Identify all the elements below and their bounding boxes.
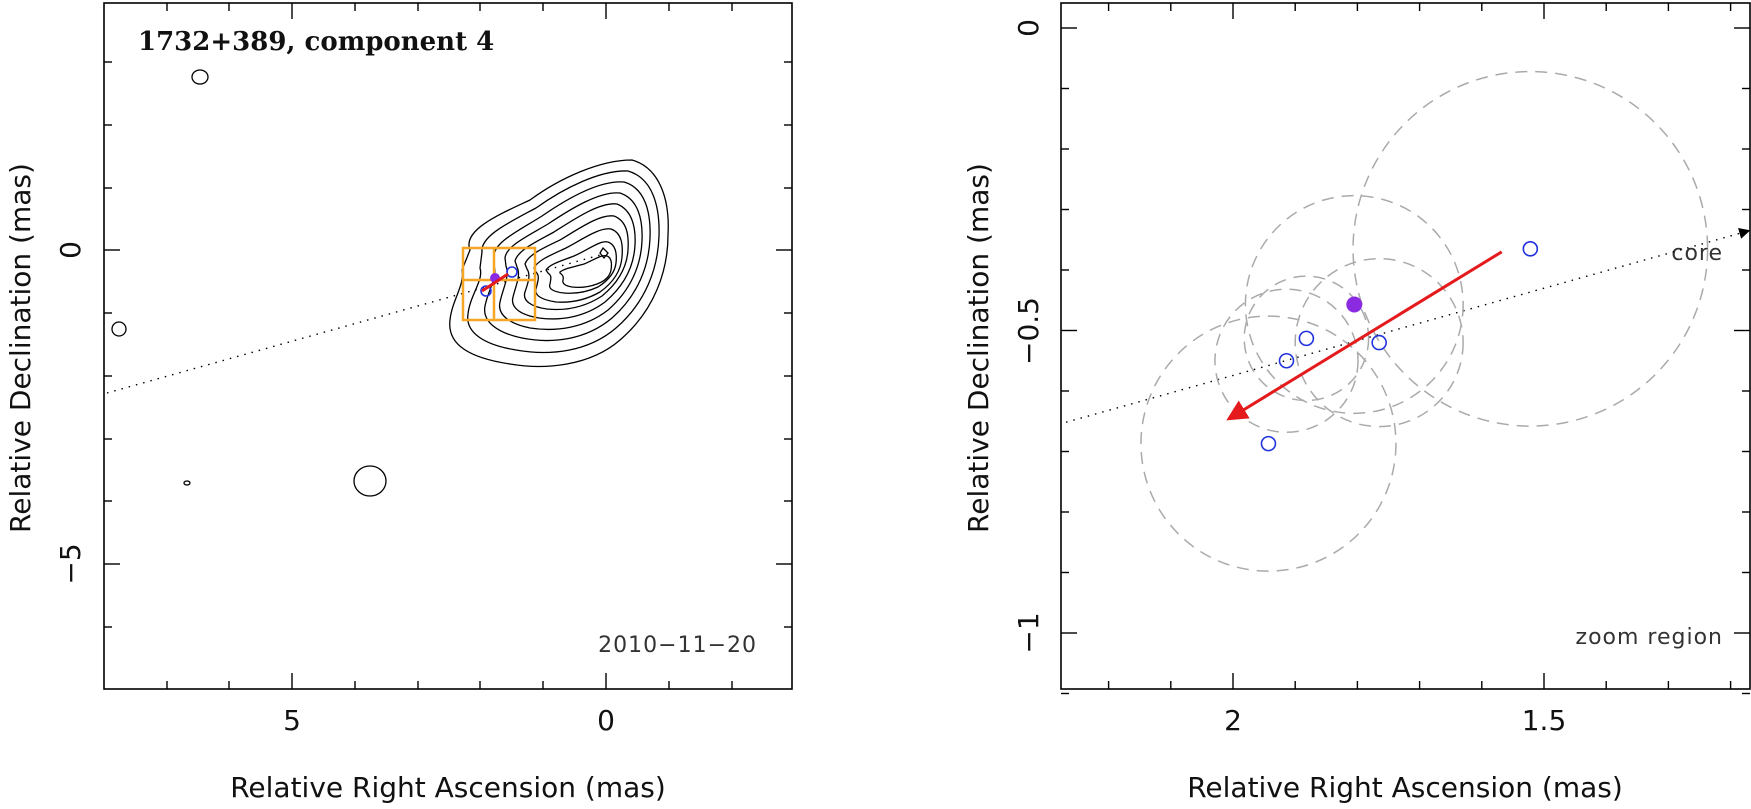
contour-2 (467, 170, 660, 354)
contour-core (599, 246, 609, 260)
right-motion-arrow (1226, 250, 1503, 421)
contour-blob-1 (191, 69, 209, 85)
contour-6 (523, 215, 629, 311)
left-plot-frame (103, 2, 793, 690)
right-panel: 2 1.5 0 −0.5 −1 Relative Right Ascension… (962, 2, 1751, 804)
component-size-circle (1140, 315, 1397, 572)
component-markers (1260, 241, 1539, 452)
left-xtick-label-5: 5 (283, 704, 301, 737)
component-size-circle (1214, 288, 1359, 434)
component-marker-filled (1346, 296, 1363, 313)
right-plot-area (1061, 70, 1750, 572)
left-ytick-label-m5: −5 (54, 543, 87, 584)
contour-3 (484, 181, 651, 342)
contour-9 (559, 254, 613, 289)
component-size-circles (1140, 70, 1709, 572)
right-ytick-label-m1: −1 (1012, 612, 1045, 653)
left-motion-arrow (481, 272, 509, 293)
component-marker-open (1278, 352, 1295, 369)
component-size-circle (1244, 194, 1464, 415)
right-ticks (1061, 3, 1750, 695)
contour-blob-2 (111, 321, 127, 337)
left-epoch-label: 2010−11−20 (598, 633, 757, 658)
left-x-axis-label: Relative Right Ascension (mas) (230, 771, 666, 804)
right-jet-axis (1061, 228, 1750, 425)
left-jet-axis (106, 254, 601, 394)
left-components (480, 266, 518, 297)
left-xtick-label-0: 0 (597, 704, 615, 737)
right-y-axis-label: Relative Declination (mas) (962, 163, 995, 533)
component-marker-open (1522, 241, 1539, 257)
component-marker-open (1260, 435, 1277, 452)
component-size-circle (1243, 275, 1370, 402)
contour-blob-4 (183, 480, 191, 486)
left-ticks (104, 3, 792, 689)
right-xtick-label-2: 2 (1224, 704, 1242, 737)
left-panel: 1732+389, component 4 2010−11−20 5 0 0 −… (4, 2, 793, 804)
contour-blob-3 (353, 465, 387, 497)
left-y-axis-label: Relative Declination (mas) (4, 163, 37, 533)
right-core-label: core (1671, 241, 1723, 266)
right-ytick-label-0: 0 (1012, 19, 1045, 37)
component-size-circle (1352, 70, 1709, 427)
component-size-circle (1294, 257, 1464, 428)
left-zoom-box (461, 246, 537, 322)
component-marker-open (1298, 330, 1315, 347)
right-xtick-label-1p5: 1.5 (1522, 704, 1567, 737)
right-zoom-label: zoom region (1576, 625, 1723, 650)
right-plot-frame (1060, 2, 1751, 690)
contour-8 (545, 241, 617, 294)
contour-5 (511, 203, 636, 320)
right-ytick-label-m05: −0.5 (1012, 297, 1045, 365)
left-component-open-1 (480, 285, 492, 297)
left-contours (111, 69, 669, 497)
component-marker-open (1371, 334, 1387, 351)
contour-4 (498, 192, 643, 331)
left-title: 1732+389, component 4 (138, 27, 494, 57)
left-ytick-label-0: 0 (54, 241, 87, 259)
right-x-axis-label: Relative Right Ascension (mas) (1187, 771, 1623, 804)
contour-outer (449, 159, 669, 368)
left-component-open-2 (506, 266, 518, 278)
